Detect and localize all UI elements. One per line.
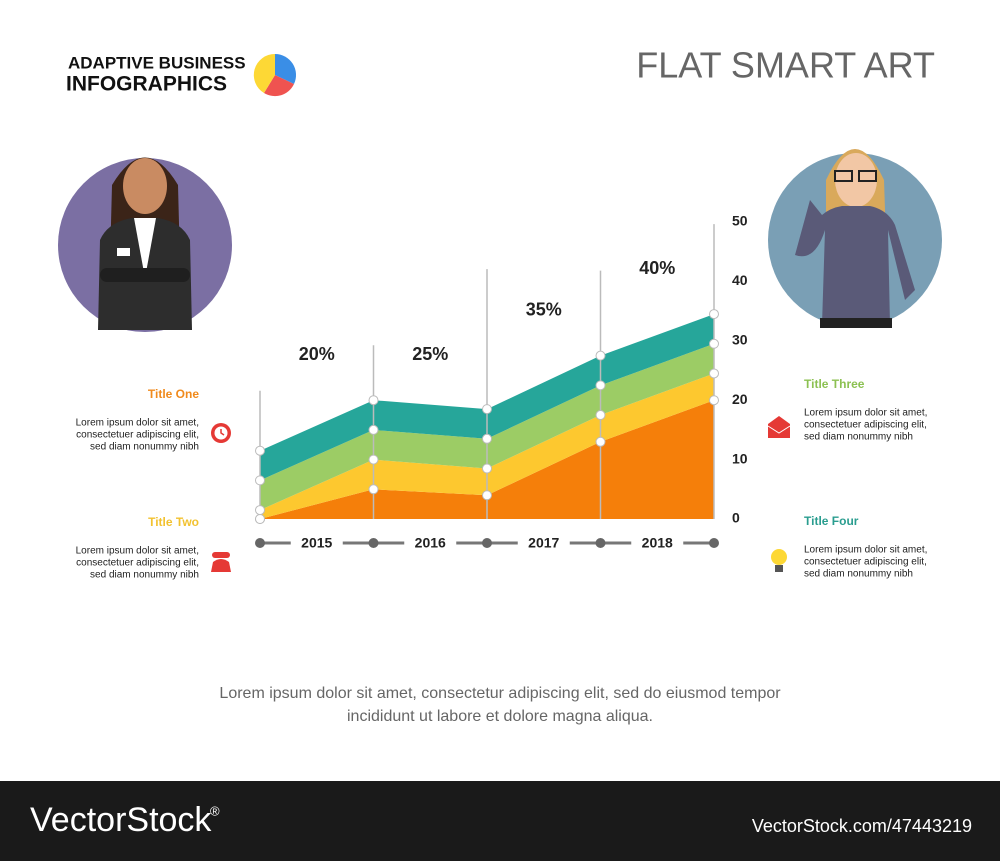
chart: 2015 2016 2017 2018 0 10 20 30 40 50 20% 25% 35% 40% [255, 213, 748, 552]
vertex-dot [255, 475, 265, 486]
vertex-dot [255, 505, 265, 516]
note-line: sed diam nonummy nibh [804, 432, 913, 443]
x-tick-label: 2018 [642, 535, 673, 551]
vertex-dot [709, 309, 719, 320]
footer-reg: ® [210, 803, 220, 818]
note-line: sed diam nonummy nibh [90, 442, 199, 453]
note-title: Title Four [804, 514, 859, 528]
x-tick-bg [631, 534, 684, 552]
icon-clock [211, 423, 231, 443]
page-title: FLAT SMART ART [636, 45, 935, 86]
vertex-dot [482, 463, 492, 474]
note-line: Lorem ipsum dolor sit amet, [804, 408, 927, 419]
vertex-dot [709, 368, 719, 379]
vertex-dot [709, 338, 719, 349]
x-tick-bg [517, 534, 570, 552]
note-title: Title Three [804, 377, 865, 391]
note-line: Lorem ipsum dolor sit amet, [76, 546, 199, 557]
pie-icon [253, 53, 297, 97]
caption: incididunt ut labore et dolore magna ali… [347, 708, 653, 725]
note-title: Title One [148, 387, 199, 401]
brand-line: ADAPTIVE BUSINESS [68, 53, 246, 72]
icon-phone [211, 552, 231, 572]
axis-dot [482, 538, 492, 548]
y-tick-label: 50 [732, 213, 748, 229]
vertex-dot [482, 490, 492, 501]
avatar-left [58, 157, 232, 332]
vertex-dot [368, 454, 379, 465]
note-line: consectetuer adipiscing elit, [804, 557, 927, 568]
x-tick-label: 2016 [415, 535, 446, 551]
footer-brand: VectorStock [30, 801, 212, 839]
x-tick-label: 2017 [528, 535, 559, 551]
vertex-dot [368, 395, 379, 406]
y-tick-label: 40 [732, 272, 748, 288]
footer-url: VectorStock.com/47443219 [752, 816, 972, 836]
vertex-dot [709, 395, 719, 406]
axis-dot [709, 538, 719, 548]
icon-bulb [771, 549, 787, 572]
note-line: consectetuer adipiscing elit, [804, 420, 927, 431]
note-line: Lorem ipsum dolor sit amet, [804, 545, 927, 556]
note-title: Title Two [148, 515, 199, 529]
vertex-dot [595, 350, 606, 361]
note-line: sed diam nonummy nibh [804, 569, 913, 580]
vertex-dot [595, 436, 606, 447]
y-tick-label: 0 [732, 510, 740, 526]
icon-mail [767, 416, 791, 438]
note-line: Lorem ipsum dolor sit amet, [76, 418, 199, 429]
vertex-dot [368, 484, 379, 495]
note-line: consectetuer adipiscing elit, [76, 430, 199, 441]
x-tick-bg [404, 534, 457, 552]
axis-dot [255, 538, 265, 548]
x-tick-bg [290, 534, 343, 552]
annotation: 25% [412, 344, 448, 364]
y-tick-label: 30 [732, 332, 748, 348]
vertex-dot [255, 445, 265, 456]
annotation: 40% [639, 258, 675, 278]
vertex-dot [255, 514, 265, 524]
y-tick-label: 20 [732, 391, 748, 407]
vertex-dot [368, 424, 379, 435]
vertex-dot [482, 433, 492, 444]
vertex-dot [595, 410, 606, 421]
caption: Lorem ipsum dolor sit amet, consectetur … [219, 685, 781, 702]
vertex-dot [482, 404, 492, 415]
note-line: sed diam nonummy nibh [90, 570, 199, 581]
annotation: 20% [299, 344, 335, 364]
footer-band [0, 781, 1000, 861]
brand-line: INFOGRAPHICS [66, 73, 227, 96]
x-tick-label: 2015 [301, 535, 332, 551]
axis-dot [368, 538, 379, 548]
vertex-dot [595, 380, 606, 391]
annotation: 35% [526, 299, 562, 319]
note-line: consectetuer adipiscing elit, [76, 558, 199, 569]
axis-dot [595, 538, 606, 548]
avatar-right [768, 149, 942, 328]
y-tick-label: 10 [732, 450, 748, 466]
